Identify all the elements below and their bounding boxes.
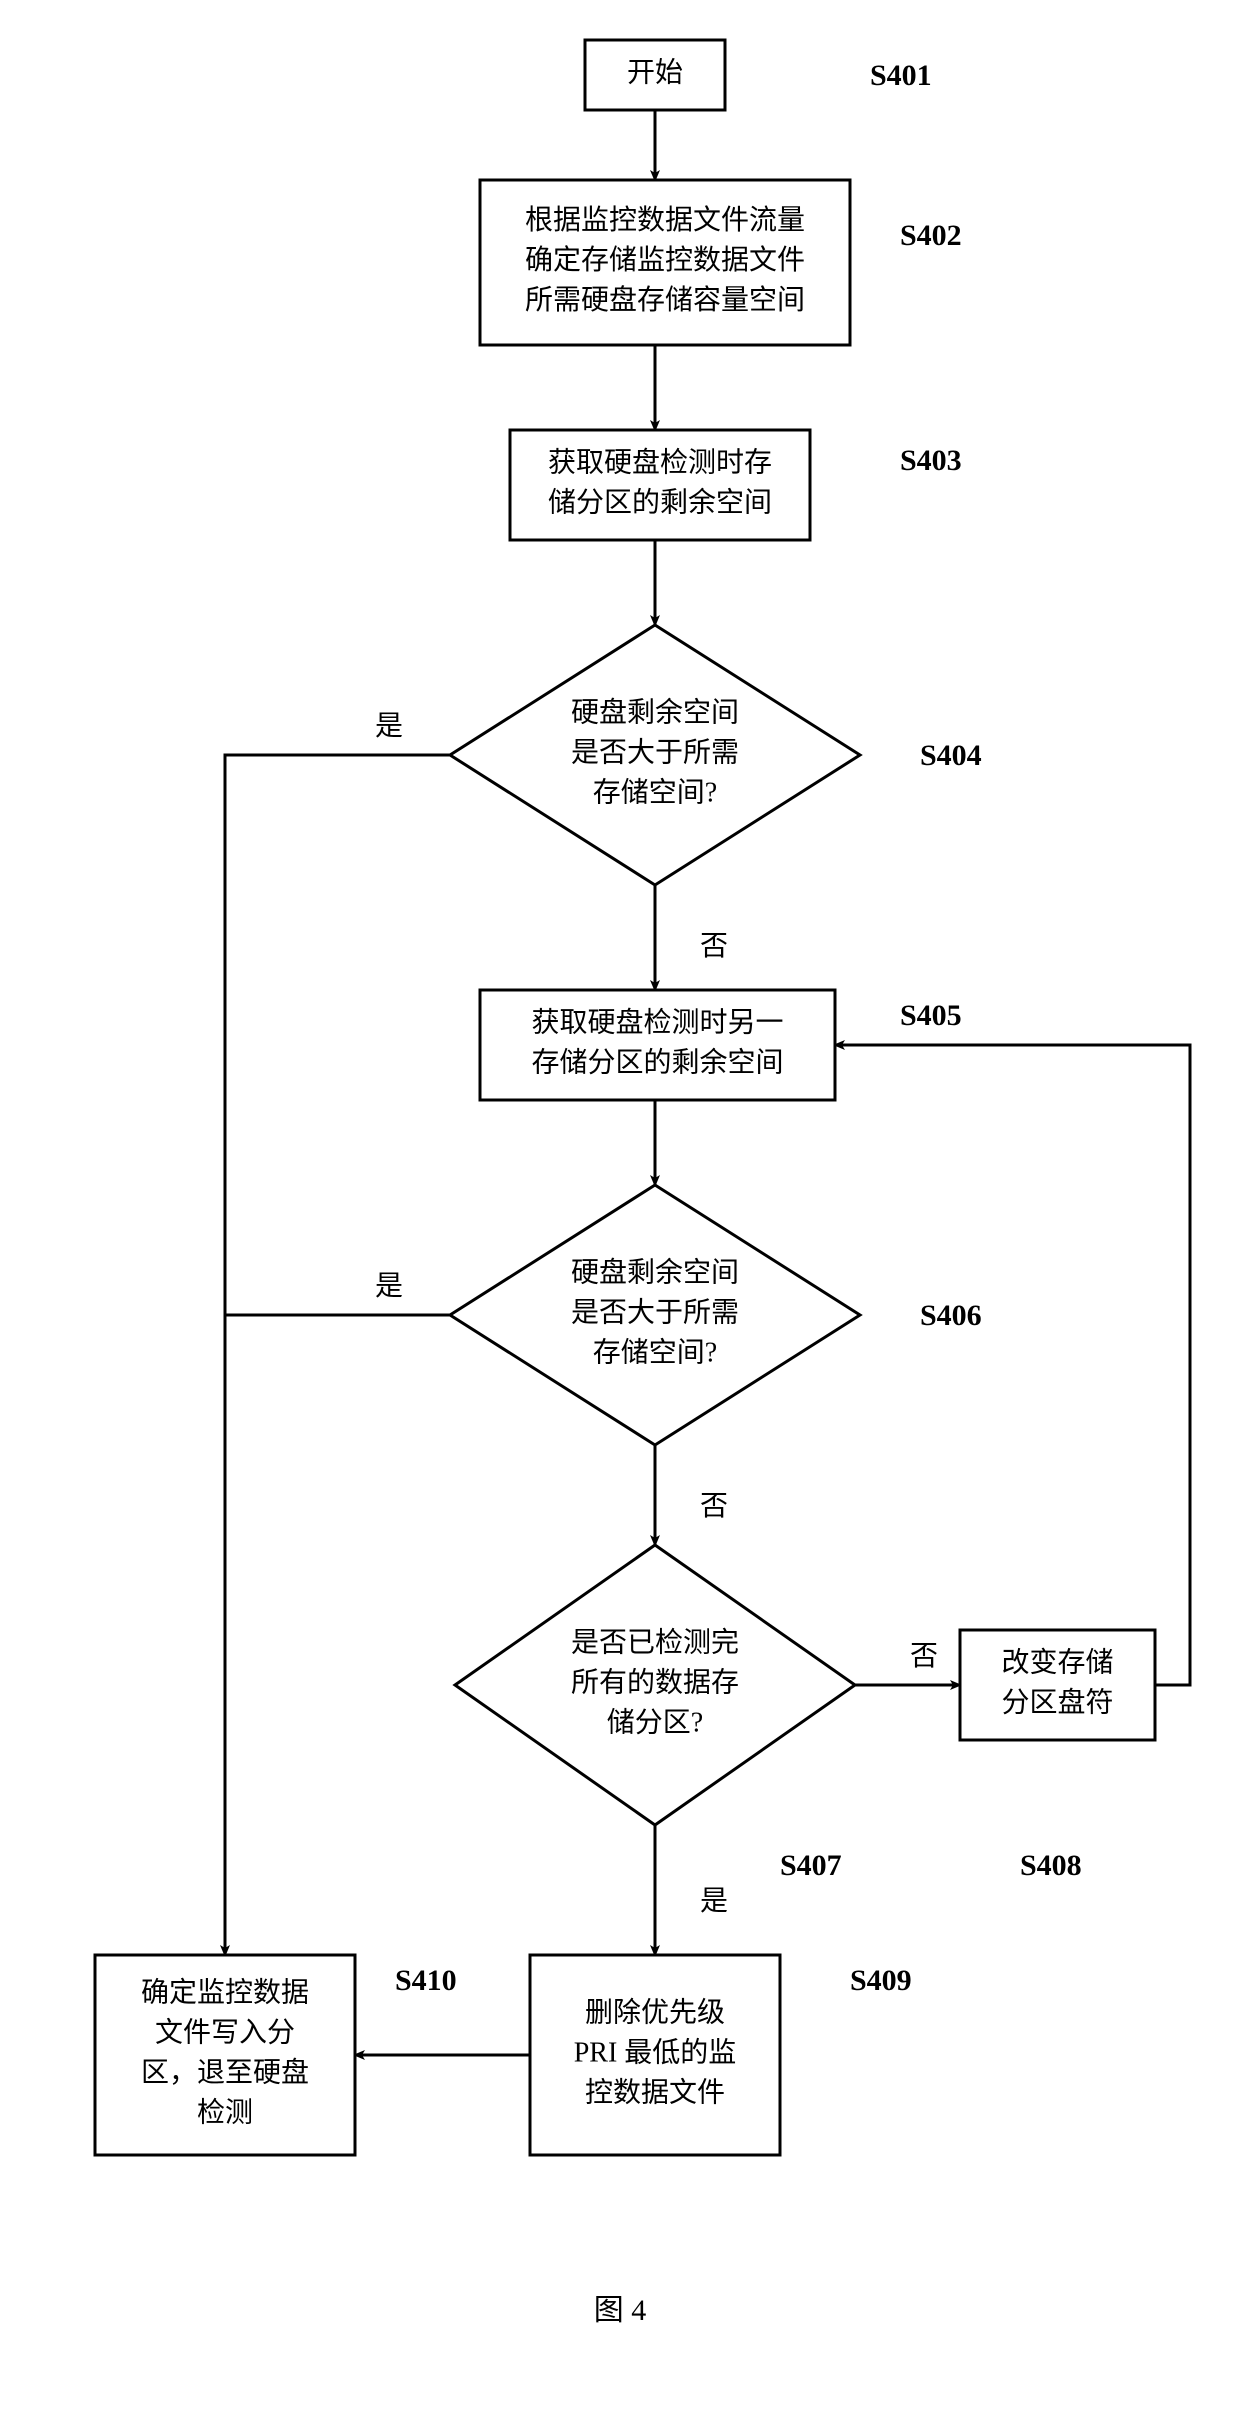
edge-label: 是 — [375, 1271, 403, 1302]
node-s402: 根据监控数据文件流量确定存储监控数据文件所需硬盘存储容量空间 S402 — [480, 180, 962, 345]
node-text-line: 获取硬盘检测时另一 — [531, 1006, 783, 1038]
edge-label: 否 — [910, 1641, 938, 1672]
node-text-line: 储分区的剩余空间 — [548, 486, 772, 518]
step-label: S404 — [920, 739, 982, 772]
step-label: S408 — [1020, 1849, 1082, 1882]
node-s403: 获取硬盘检测时存储分区的剩余空间 S403 — [510, 430, 962, 540]
node-text-line: 确定存储监控数据文件 — [525, 244, 805, 276]
node-text-line: 硬盘剩余空间 — [571, 1256, 739, 1288]
node-text-line: 分区盘符 — [1001, 1686, 1113, 1718]
step-label: S407 — [780, 1849, 842, 1882]
edge — [225, 755, 450, 1955]
edge-label: 否 — [700, 931, 728, 962]
node-text-line: 硬盘剩余空间 — [571, 696, 739, 728]
node-text-line: 检测 — [197, 2096, 253, 2128]
node-text-line: 储分区? — [607, 1706, 703, 1738]
step-label: S410 — [395, 1964, 457, 1997]
step-label: S402 — [900, 219, 962, 252]
step-label: S405 — [900, 999, 962, 1032]
node-text-line: 是否已检测完 — [571, 1626, 739, 1658]
node-text-line: 根据监控数据文件流量 — [525, 204, 805, 236]
edge-label: 否 — [700, 1491, 728, 1522]
node-text-line: 存储空间? — [593, 776, 717, 808]
edge-label: 是 — [700, 1886, 728, 1917]
node-s409: 删除优先级 PRI 最低的监控数据文件 S409 — [530, 1955, 912, 2155]
node-text-line: 改变存储 — [1001, 1646, 1113, 1678]
node-s408: 改变存储分区盘符 S408 — [960, 1630, 1155, 1882]
node-text-line: 文件写入分 — [155, 2016, 295, 2048]
node-s404: 硬盘剩余空间是否大于所需存储空间? S404 — [450, 625, 982, 885]
node-text-line: 控数据文件 — [585, 2076, 725, 2108]
step-label: S401 — [870, 59, 932, 92]
edge-label: 是 — [375, 711, 403, 742]
node-text-line: 所有的数据存 — [571, 1666, 739, 1698]
node-text-line: 存储空间? — [593, 1336, 717, 1368]
edge — [835, 1045, 1190, 1685]
node-text-line: 区，退至硬盘 — [141, 2056, 309, 2088]
node-s401: 开始 S401 — [585, 40, 932, 110]
flowchart-canvas: 开始 S401 根据监控数据文件流量确定存储监控数据文件所需硬盘存储容量空间 S402… — [0, 0, 1240, 2420]
nodes-group: 开始 S401 根据监控数据文件流量确定存储监控数据文件所需硬盘存储容量空间 S402… — [95, 40, 1155, 2155]
node-text-line: 所需硬盘存储容量空间 — [525, 284, 805, 316]
node-text-line: 获取硬盘检测时存 — [548, 446, 772, 478]
node-text-line: 是否大于所需 — [571, 1296, 739, 1328]
node-text-line: 存储分区的剩余空间 — [531, 1046, 783, 1078]
node-text-line: 删除优先级 — [585, 1996, 725, 2028]
step-label: S409 — [850, 1964, 912, 1997]
node-text-line: PRI 最低的监 — [574, 2036, 737, 2068]
figure-caption: 图 4 — [594, 2294, 647, 2327]
node-s406: 硬盘剩余空间是否大于所需存储空间? S406 — [450, 1185, 982, 1445]
node-text-line: 是否大于所需 — [571, 736, 739, 768]
step-label: S403 — [900, 444, 962, 477]
node-text-line: 确定监控数据 — [141, 1976, 309, 2008]
node-text-line: 开始 — [627, 56, 683, 88]
step-label: S406 — [920, 1299, 982, 1332]
